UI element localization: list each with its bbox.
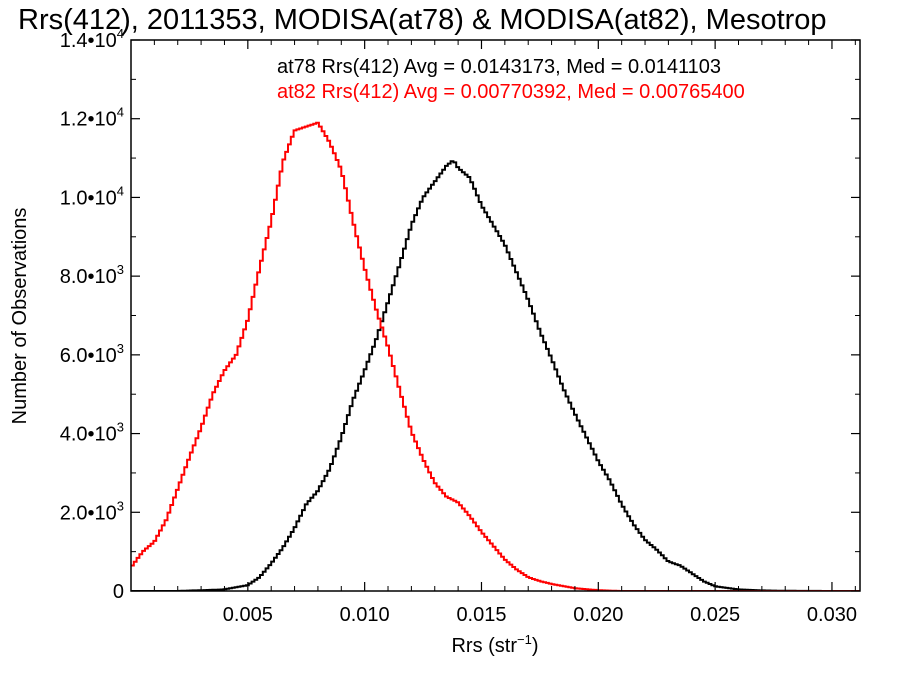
x-axis-label-close: )	[532, 635, 539, 657]
y-axis: 0 2.0•103 4.0•103 6.0•103 8.0•103 1.0•104 1.2•…	[60, 26, 860, 603]
x-tick-label: 0.030	[807, 604, 857, 626]
x-axis-label-superscript: −1	[517, 632, 532, 647]
x-tick-label: 0.010	[340, 604, 390, 626]
legend-annotation-at82: at82 Rrs(412) Avg = 0.00770392, Med = 0.…	[277, 81, 745, 103]
x-axis: 0.005 0.010 0.015 0.020 0.025 0.030	[153, 40, 857, 626]
y-tick-label: 4.0•103	[60, 420, 124, 446]
y-tick-label: 1.0•104	[60, 183, 124, 209]
x-tick-label: 0.015	[456, 604, 506, 626]
legend-annotation-at78: at78 Rrs(412) Avg = 0.0143173, Med = 0.0…	[277, 56, 721, 78]
y-tick-label: 0	[113, 581, 124, 603]
y-axis-label: Number of Observations	[9, 208, 31, 425]
series-layer	[131, 121, 860, 591]
x-axis-label: Rrs (str−1)	[451, 632, 538, 657]
x-tick-label: 0.005	[223, 604, 273, 626]
y-tick-label: 2.0•103	[60, 498, 124, 524]
chart-title: Rrs(412), 2011353, MODISA(at78) & MODISA…	[18, 4, 827, 36]
y-tick-label: 8.0•103	[60, 262, 124, 288]
series-line-at78	[131, 160, 860, 591]
y-tick-label: 6.0•103	[60, 341, 124, 367]
x-tick-label: 0.025	[690, 604, 740, 626]
series-line-at82	[131, 121, 860, 591]
x-tick-label: 0.020	[573, 604, 623, 626]
y-tick-label: 1.2•104	[60, 105, 124, 131]
x-axis-label-base: Rrs (str	[451, 635, 517, 657]
y-tick-label: 1.4•104	[60, 26, 124, 52]
